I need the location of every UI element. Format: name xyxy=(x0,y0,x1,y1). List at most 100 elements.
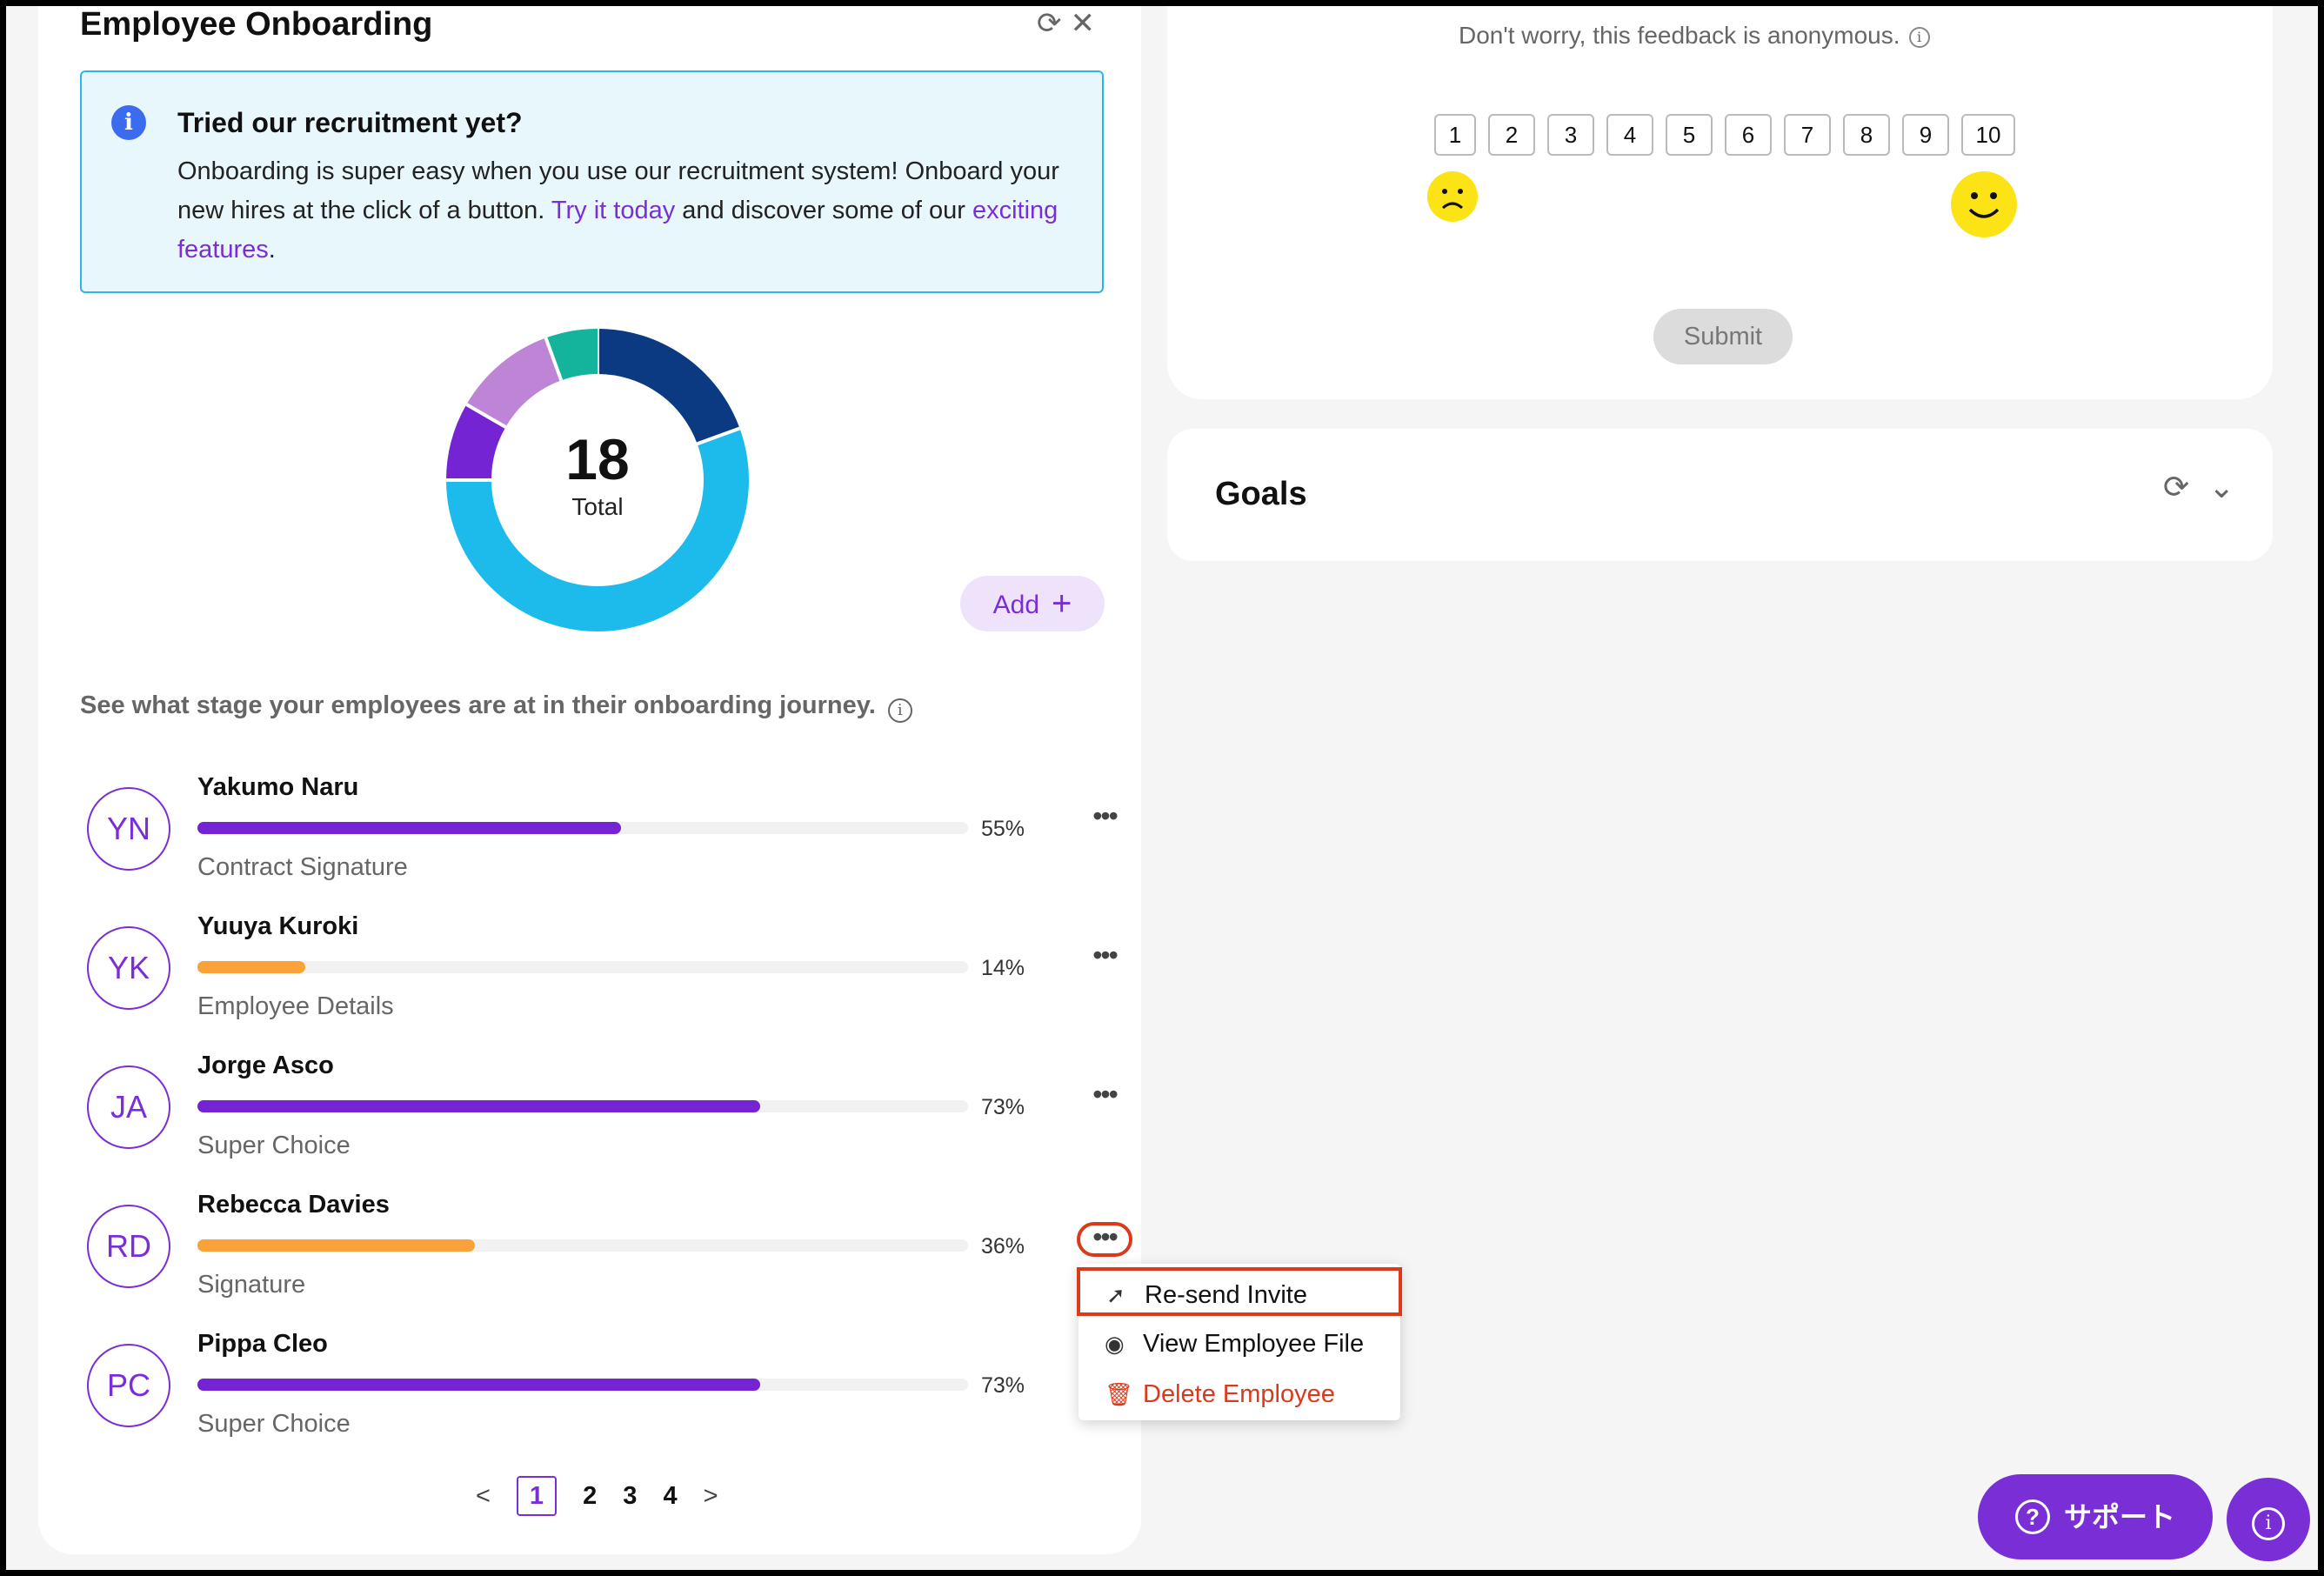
progress-fill xyxy=(197,1239,475,1252)
more-options-icon[interactable]: ••• xyxy=(1092,1078,1119,1110)
page-3-button[interactable]: 3 xyxy=(623,1482,638,1510)
employee-row: YK Yuuya Kuroki 14% Employee Details ••• xyxy=(80,912,1119,1057)
send-icon: ➚ xyxy=(1106,1282,1125,1308)
page-1-button[interactable]: 1 xyxy=(517,1476,557,1516)
rating-option-2[interactable]: 2 xyxy=(1488,114,1535,156)
submit-button[interactable]: Submit xyxy=(1653,309,1793,364)
employee-name: Pippa Cleo xyxy=(197,1330,328,1358)
employee-row: JA Jorge Asco 73% Super Choice ••• xyxy=(80,1052,1119,1196)
stage-description-text: See what stage your employees are at in … xyxy=(80,691,876,719)
page-4-button[interactable]: 4 xyxy=(663,1482,678,1510)
goals-card xyxy=(1167,429,2273,561)
progress-percent: 14% xyxy=(981,956,1025,980)
donut-total-label: Total xyxy=(571,493,624,520)
try-it-today-link[interactable]: Try it today xyxy=(551,197,676,224)
onboarding-title: Employee Onboarding xyxy=(80,6,433,43)
progress-bar xyxy=(197,822,968,834)
stage-description: See what stage your employees are at in … xyxy=(80,691,912,723)
progress-fill xyxy=(197,1100,760,1112)
donut-segment-0 xyxy=(597,329,740,444)
info-icon: i xyxy=(2252,1507,2285,1540)
donut-segment-1 xyxy=(446,428,749,631)
employee-name: Yuuya Kuroki xyxy=(197,912,359,940)
rating-option-8[interactable]: 8 xyxy=(1843,114,1890,156)
refresh-icon[interactable]: ⟳ xyxy=(1037,7,1062,40)
eye-icon: ◉ xyxy=(1105,1331,1125,1357)
employee-action-menu: ➚ Re-send Invite ◉ View Employee File 🗑 Del… xyxy=(1077,1264,1402,1420)
recruitment-info-banner: i Tried our recruitment yet? Onboarding … xyxy=(80,70,1104,293)
more-options-icon[interactable]: ••• xyxy=(1092,939,1119,971)
employee-row: YN Yakumo Naru 55% Contract Signature ••• xyxy=(80,773,1119,918)
rating-option-4[interactable]: 4 xyxy=(1606,114,1653,156)
rating-option-5[interactable]: 5 xyxy=(1666,114,1713,156)
progress-percent: 73% xyxy=(981,1373,1025,1398)
support-label: サポート xyxy=(2063,1501,2175,1533)
avatar: RD xyxy=(87,1205,170,1288)
happy-face-icon xyxy=(1951,171,2017,237)
support-button[interactable]: ? サポート xyxy=(1978,1474,2213,1559)
avatar: YK xyxy=(87,926,170,1010)
info-fab-button[interactable]: i xyxy=(2227,1478,2310,1561)
more-options-icon[interactable]: ••• xyxy=(1092,800,1119,831)
view-employee-file-item[interactable]: ◉ View Employee File xyxy=(1079,1319,1400,1368)
anonymous-note: Don't worry, this feedback is anonymous.… xyxy=(1459,22,1930,50)
exciting-features-link[interactable]: exciting features xyxy=(177,197,1058,264)
employee-stage: Employee Details xyxy=(197,992,394,1020)
add-employee-button[interactable]: Add + xyxy=(960,576,1105,631)
view-employee-file-label: View Employee File xyxy=(1143,1330,1365,1358)
donut-separator-1 xyxy=(696,426,741,446)
info-text-1: Onboarding is super easy when you use ou… xyxy=(177,157,1059,224)
avatar: PC xyxy=(87,1344,170,1427)
progress-bar xyxy=(197,1379,968,1391)
anonymous-note-text: Don't worry, this feedback is anonymous. xyxy=(1459,22,1900,49)
resend-invite-label: Re-send Invite xyxy=(1145,1281,1307,1309)
info-title: Tried our recruitment yet? xyxy=(177,107,523,138)
employee-stage: Super Choice xyxy=(197,1410,351,1438)
rating-option-6[interactable]: 6 xyxy=(1725,114,1772,156)
app-frame: Employee Onboarding ⟳ ✕ i Tried our recru… xyxy=(6,6,2318,1570)
rating-option-3[interactable]: 3 xyxy=(1547,114,1594,156)
sad-face-icon xyxy=(1427,171,1478,222)
donut-svg xyxy=(446,329,749,631)
resend-invite-item[interactable]: ➚ Re-send Invite xyxy=(1077,1267,1402,1316)
pagination: < 1 2 3 4 > xyxy=(476,1476,738,1516)
info-circle-icon[interactable]: i xyxy=(887,698,912,723)
rating-option-9[interactable]: 9 xyxy=(1902,114,1949,156)
card-controls: ⟳ ✕ xyxy=(1037,6,1104,41)
avatar: JA xyxy=(87,1065,170,1149)
progress-bar xyxy=(197,961,968,973)
page-2-button[interactable]: 2 xyxy=(583,1482,598,1510)
rating-option-7[interactable]: 7 xyxy=(1784,114,1831,156)
donut-total-value: 18 xyxy=(565,427,630,491)
goals-title: Goals xyxy=(1215,476,1307,512)
plus-icon: + xyxy=(1052,584,1072,623)
info-text-2: and discover some of our xyxy=(675,197,972,224)
employee-name: Jorge Asco xyxy=(197,1052,334,1079)
more-options-icon[interactable]: ••• xyxy=(1077,1222,1132,1257)
add-label: Add xyxy=(992,591,1040,619)
delete-employee-item[interactable]: 🗑 Delete Employee xyxy=(1079,1370,1400,1419)
goals-controls: ⟳ ⌄ xyxy=(2163,469,2254,505)
employee-name: Yakumo Naru xyxy=(197,773,359,801)
info-icon: i xyxy=(111,105,146,140)
progress-fill xyxy=(197,961,306,973)
prev-page-button[interactable]: < xyxy=(476,1482,491,1510)
chevron-down-icon[interactable]: ⌄ xyxy=(2208,469,2235,504)
donut-separator-4 xyxy=(544,337,564,382)
rating-option-10[interactable]: 10 xyxy=(1961,114,2015,156)
progress-fill xyxy=(197,1379,760,1391)
employee-stage: Super Choice xyxy=(197,1132,351,1159)
info-text-3: . xyxy=(268,236,276,264)
employee-stage: Contract Signature xyxy=(197,853,408,881)
progress-bar xyxy=(197,1239,968,1252)
next-page-button[interactable]: > xyxy=(703,1482,718,1510)
close-icon[interactable]: ✕ xyxy=(1070,7,1096,40)
donut-separator-3 xyxy=(465,403,507,429)
refresh-icon[interactable]: ⟳ xyxy=(2163,469,2190,504)
info-circle-icon[interactable]: i xyxy=(1908,27,1930,48)
rating-option-1[interactable]: 1 xyxy=(1434,114,1476,156)
progress-percent: 36% xyxy=(981,1234,1025,1259)
progress-bar xyxy=(197,1100,968,1112)
progress-percent: 55% xyxy=(981,817,1025,841)
